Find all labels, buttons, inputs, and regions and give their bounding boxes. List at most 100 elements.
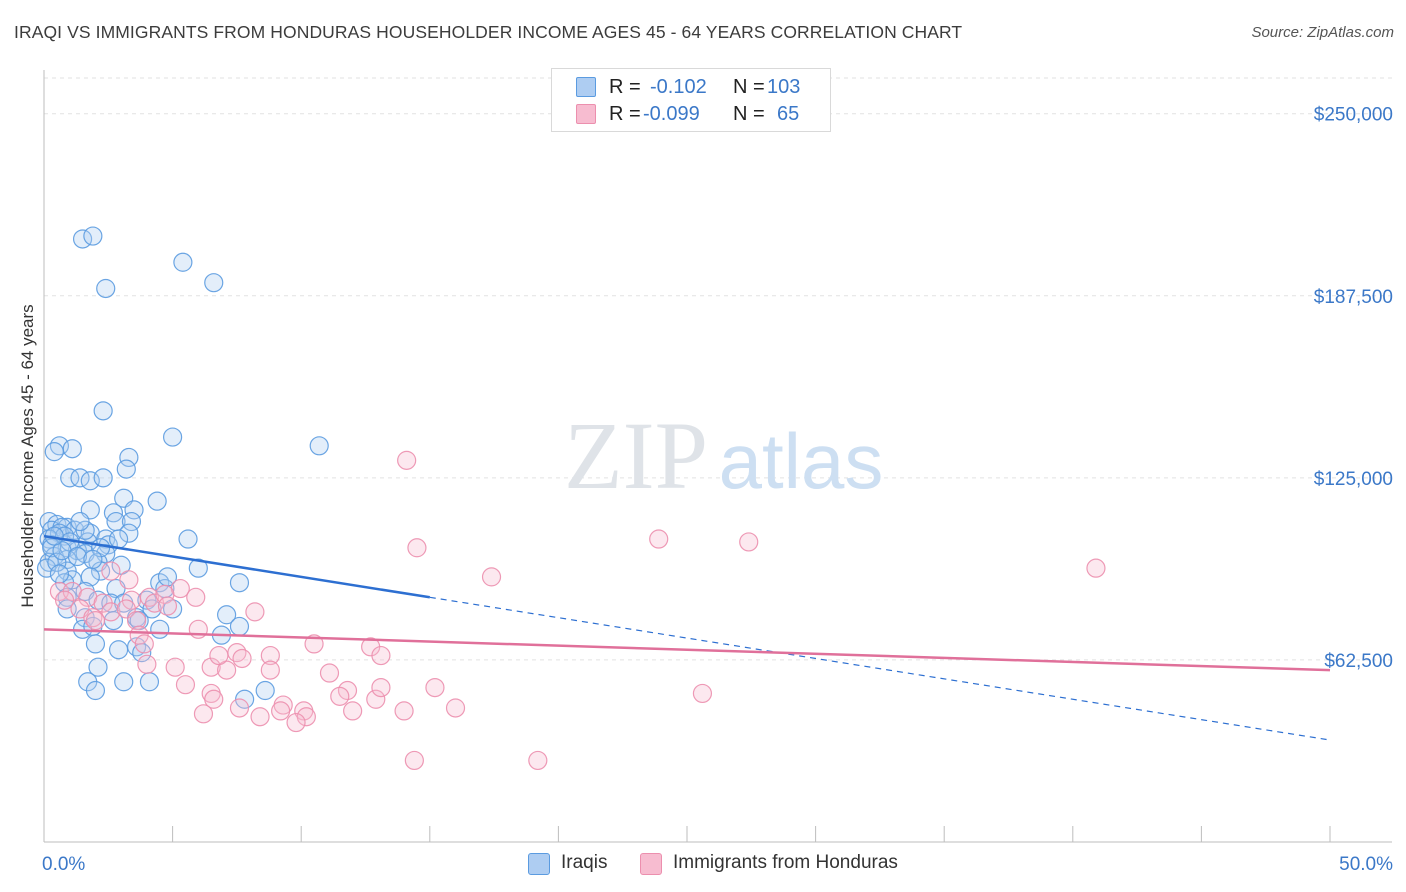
- iraqi-point: [139, 672, 160, 692]
- iraqi-point: [178, 529, 198, 549]
- gridlines: [44, 77, 1392, 661]
- honduras-point: [260, 660, 280, 680]
- iraqi-point: [309, 436, 329, 456]
- y-tick-label: $62,500: [1324, 651, 1393, 672]
- iraqi-point: [85, 634, 106, 654]
- honduras-points: [49, 450, 1106, 771]
- iraqi-point: [96, 278, 116, 299]
- stats-n-value: 65: [777, 103, 800, 125]
- x-tick-label-max: 50.0%: [1339, 854, 1393, 875]
- honduras-point: [126, 610, 147, 631]
- honduras-point: [155, 584, 175, 604]
- iraqi-point: [62, 439, 82, 459]
- stats-n-label: N =: [733, 76, 765, 98]
- stats-r-label: R =: [609, 103, 641, 125]
- honduras-point: [692, 683, 713, 704]
- iraqi-point: [147, 491, 167, 511]
- iraqi-point: [229, 616, 250, 637]
- stats-n-label: N =: [733, 103, 765, 125]
- iraqi-point: [124, 500, 144, 520]
- honduras-point: [739, 532, 759, 552]
- honduras-point: [528, 750, 548, 771]
- iraqi-point: [119, 523, 139, 543]
- honduras-point: [404, 750, 424, 771]
- chart-title: IRAQI VS IMMIGRANTS FROM HONDURAS HOUSEH…: [14, 22, 963, 42]
- legend-label-honduras: Immigrants from Honduras: [673, 852, 898, 873]
- honduras-point: [157, 596, 178, 616]
- legend-label-iraqi: Iraqis: [561, 852, 608, 873]
- iraqi-point: [83, 549, 103, 570]
- y-tick-label: $187,500: [1314, 287, 1393, 308]
- honduras-point: [304, 634, 324, 654]
- honduras-point: [137, 654, 157, 674]
- iraqi-point: [93, 468, 113, 488]
- honduras-point: [229, 698, 250, 718]
- iraqi-point: [44, 442, 64, 462]
- honduras-trend-line: [43, 628, 1331, 672]
- honduras-point: [85, 610, 106, 631]
- honduras-point: [201, 657, 221, 677]
- iraqi-point: [88, 657, 108, 677]
- iraqi-point: [229, 573, 250, 593]
- honduras-point: [425, 677, 445, 698]
- honduras-point: [134, 634, 154, 654]
- stats-r-label: R =: [609, 76, 641, 98]
- honduras-point: [343, 701, 363, 721]
- honduras-point: [296, 707, 316, 727]
- honduras-point: [204, 689, 224, 709]
- iraqi-point: [60, 468, 80, 488]
- honduras-point: [371, 677, 391, 698]
- honduras-point: [366, 689, 386, 709]
- stats-r-value: -0.099: [643, 103, 700, 125]
- honduras-point: [330, 686, 350, 706]
- iraqi-point: [70, 511, 90, 532]
- honduras-point: [319, 663, 340, 683]
- trend-lines: [43, 534, 1331, 741]
- legend-swatch-honduras: [640, 853, 662, 875]
- legend: Iraqis Immigrants from Honduras: [0, 850, 1406, 878]
- iraqi-point: [108, 640, 129, 660]
- iraqi-point: [108, 529, 129, 549]
- honduras-point: [649, 529, 669, 549]
- iraqi-trend-line: [43, 534, 430, 599]
- honduras-point: [397, 450, 417, 470]
- iraqi-point: [114, 672, 134, 692]
- honduras-point: [250, 707, 270, 727]
- stats-swatch-iraqi: [576, 77, 596, 97]
- iraqi-point: [47, 552, 67, 572]
- y-tick-labels: $62,500 $125,000 $187,500 $250,000: [1314, 105, 1393, 672]
- honduras-point: [407, 538, 427, 558]
- stats-swatch-honduras: [576, 104, 596, 124]
- watermark-atlas: atlas: [719, 417, 884, 505]
- stats-row-honduras: R = -0.099 N = 65: [552, 101, 830, 127]
- iraqi-point: [163, 427, 183, 447]
- iraqi-point: [173, 252, 193, 272]
- honduras-point: [445, 698, 466, 718]
- y-tick-label: $250,000: [1314, 105, 1393, 126]
- honduras-point: [1086, 558, 1106, 578]
- iraqi-point: [90, 561, 111, 581]
- source-credit: Source: ZipAtlas.com: [1251, 24, 1394, 41]
- honduras-point: [209, 645, 229, 666]
- honduras-point: [101, 602, 121, 622]
- honduras-point: [175, 675, 196, 695]
- y-tick-label: $125,000: [1314, 469, 1393, 490]
- honduras-point: [139, 587, 160, 607]
- stats-r-value: -0.102: [650, 76, 707, 98]
- iraqi-point: [67, 546, 88, 567]
- iraqi-point: [255, 680, 275, 701]
- stats-box: R = -0.102 N = 103 R = -0.099 N = 65: [551, 68, 831, 132]
- iraqi-trend-extension: [429, 596, 1331, 741]
- iraqi-point: [204, 273, 224, 293]
- iraqi-point: [93, 401, 113, 421]
- honduras-point: [232, 648, 252, 669]
- stats-row-iraqi: R = -0.102 N = 103: [552, 74, 830, 100]
- honduras-point: [186, 587, 206, 607]
- honduras-point: [337, 680, 358, 701]
- honduras-point: [260, 645, 280, 666]
- iraqi-point: [150, 573, 170, 593]
- honduras-point: [193, 704, 214, 724]
- honduras-point: [286, 712, 306, 733]
- iraqi-point: [83, 226, 103, 246]
